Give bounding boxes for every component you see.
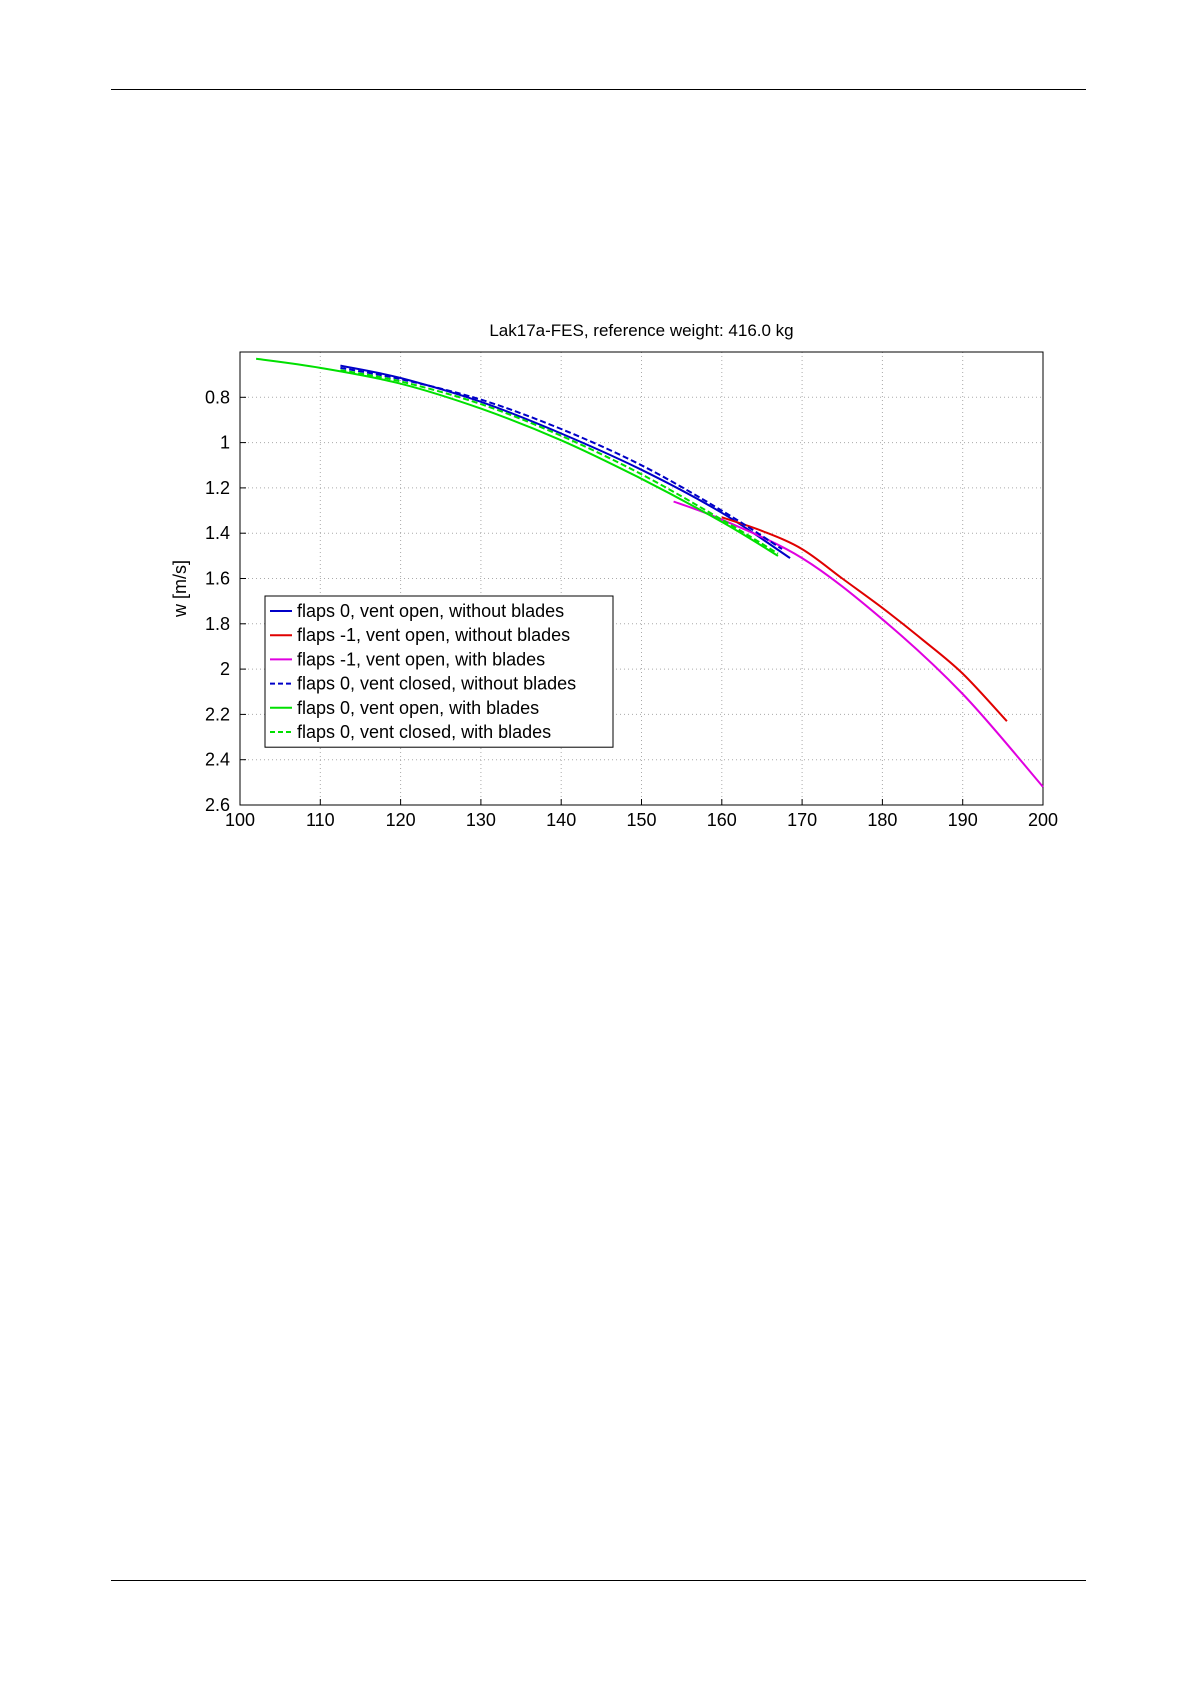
chart-title: Lak17a-FES, reference weight: 416.0 kg [489, 321, 793, 340]
y-tick-label: 1 [220, 433, 230, 453]
series-line-5 [255, 357, 779, 557]
y-tick-label: 0.8 [205, 387, 230, 407]
legend-entry: flaps 0, vent closed, without blades [297, 674, 576, 694]
legend: flaps 0, vent open, without blades flaps … [264, 595, 614, 748]
legend-entry: flaps 0, vent closed, with blades [297, 722, 551, 742]
header-rule [111, 89, 1086, 90]
series-line-4 [340, 366, 783, 550]
x-tick-label: 180 [867, 810, 897, 830]
tick-labels: 100 110 120 130 140 150 160 170 180 190 200 0.8 1 1.2… [205, 387, 1058, 830]
y-tick-label: 1.6 [205, 569, 230, 589]
x-tick-label: 190 [948, 810, 978, 830]
footer-rule [111, 1580, 1086, 1581]
series-line-6 [340, 369, 779, 555]
plot-frame [239, 351, 1044, 806]
x-tick-label: 110 [306, 810, 335, 830]
series-line-2 [721, 516, 1008, 722]
legend-entry: flaps -1, vent open, with blades [297, 649, 545, 669]
y-axis-label: w [m/s] [170, 560, 190, 618]
legend-entry: flaps 0, vent open, without blades [297, 601, 564, 621]
legend-box [264, 595, 614, 748]
series-line-3 [673, 500, 1044, 788]
x-tick-label: 100 [225, 810, 255, 830]
legend-entry: flaps -1, vent open, without blades [297, 625, 570, 645]
x-tick-label: 120 [386, 810, 416, 830]
x-tick-label: 150 [626, 810, 656, 830]
y-tick-label: 1.4 [205, 523, 230, 543]
y-tick-label: 1.2 [205, 478, 230, 498]
y-tick-label: 2.2 [205, 704, 230, 724]
x-tick-label: 200 [1028, 810, 1058, 830]
series-line-1 [340, 364, 791, 559]
x-tick-label: 160 [707, 810, 737, 830]
y-tick-label: 2 [220, 659, 230, 679]
y-tick-label: 2.4 [205, 750, 230, 770]
y-tick-label: 1.8 [205, 614, 230, 634]
y-tick-label: 2.6 [205, 795, 230, 815]
x-tick-label: 140 [546, 810, 576, 830]
x-tick-label: 170 [787, 810, 817, 830]
x-tick-label: 130 [466, 810, 496, 830]
series-layer [255, 357, 1044, 788]
legend-entry: flaps 0, vent open, with blades [297, 698, 539, 718]
